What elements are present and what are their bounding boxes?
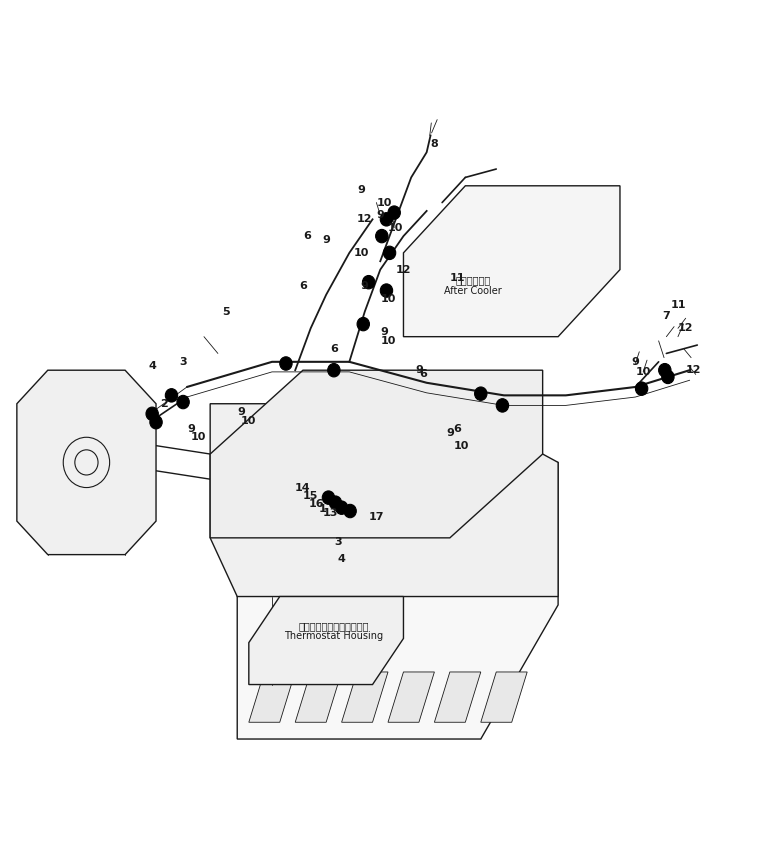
Text: 13: 13 — [322, 508, 338, 518]
Text: 9: 9 — [357, 185, 365, 195]
Text: 9: 9 — [322, 235, 330, 246]
Text: 9: 9 — [380, 327, 388, 337]
Text: 10: 10 — [454, 441, 469, 451]
Text: 11: 11 — [670, 300, 686, 309]
Polygon shape — [249, 672, 295, 722]
Circle shape — [636, 382, 648, 395]
Polygon shape — [295, 672, 341, 722]
Circle shape — [357, 317, 369, 331]
Text: 9: 9 — [632, 357, 639, 367]
Circle shape — [388, 206, 400, 220]
Circle shape — [496, 399, 508, 412]
Text: 9: 9 — [415, 365, 423, 375]
Text: 12: 12 — [357, 214, 372, 225]
Text: 10: 10 — [388, 223, 404, 233]
Text: 9: 9 — [376, 210, 384, 220]
Circle shape — [280, 357, 292, 370]
Circle shape — [344, 505, 356, 518]
Text: 6: 6 — [330, 344, 338, 354]
Text: 9: 9 — [187, 424, 195, 434]
Text: 10: 10 — [353, 248, 369, 258]
Polygon shape — [249, 596, 404, 685]
Circle shape — [335, 501, 348, 515]
Text: 14: 14 — [295, 483, 310, 493]
Circle shape — [380, 284, 393, 297]
Circle shape — [322, 491, 334, 505]
Circle shape — [475, 387, 487, 400]
Circle shape — [662, 370, 674, 383]
Polygon shape — [237, 463, 558, 739]
Circle shape — [177, 395, 189, 409]
Text: 4: 4 — [148, 361, 156, 371]
Text: 12: 12 — [678, 323, 694, 333]
Text: 5: 5 — [222, 306, 230, 316]
Text: 6: 6 — [454, 424, 462, 434]
Circle shape — [327, 363, 340, 377]
Polygon shape — [388, 672, 435, 722]
Circle shape — [329, 496, 341, 510]
Text: 17: 17 — [369, 512, 384, 522]
Text: 9: 9 — [446, 428, 454, 438]
Text: Thermostat Housing: Thermostat Housing — [284, 631, 383, 641]
Text: 16: 16 — [309, 500, 324, 510]
Text: 4: 4 — [338, 554, 345, 563]
Text: 6: 6 — [419, 369, 427, 379]
Circle shape — [165, 389, 178, 402]
Circle shape — [146, 407, 158, 420]
Text: 10: 10 — [380, 294, 396, 304]
Circle shape — [362, 276, 375, 289]
Polygon shape — [341, 672, 388, 722]
Text: 9: 9 — [237, 407, 245, 417]
Text: 6: 6 — [303, 231, 310, 241]
Text: 7: 7 — [663, 310, 670, 320]
Text: 1: 1 — [318, 504, 326, 514]
Text: 6: 6 — [299, 282, 307, 291]
Text: 12: 12 — [396, 265, 411, 275]
Text: 10: 10 — [380, 336, 396, 346]
Text: After Cooler: After Cooler — [444, 286, 502, 295]
Circle shape — [150, 415, 162, 429]
Text: 11: 11 — [450, 273, 466, 283]
Polygon shape — [404, 186, 620, 336]
Polygon shape — [210, 404, 558, 596]
Circle shape — [383, 246, 396, 260]
Polygon shape — [210, 370, 542, 538]
Text: 3: 3 — [179, 357, 187, 367]
Polygon shape — [435, 672, 481, 722]
Text: 8: 8 — [431, 139, 438, 149]
Circle shape — [380, 213, 393, 226]
Text: 2: 2 — [160, 399, 168, 409]
Text: アフタクーラ: アフタクーラ — [456, 275, 490, 285]
Text: 10: 10 — [241, 415, 257, 426]
Text: 10: 10 — [376, 198, 392, 208]
Text: 10: 10 — [636, 367, 651, 377]
Circle shape — [659, 363, 671, 377]
Polygon shape — [481, 672, 527, 722]
Circle shape — [376, 230, 388, 243]
Text: 12: 12 — [686, 365, 702, 375]
Text: 15: 15 — [303, 491, 318, 501]
Text: 10: 10 — [191, 432, 206, 442]
Text: 3: 3 — [334, 537, 341, 547]
Text: サーモスタットハウジング: サーモスタットハウジング — [299, 621, 369, 631]
Text: 9: 9 — [361, 282, 369, 291]
Polygon shape — [17, 370, 156, 554]
